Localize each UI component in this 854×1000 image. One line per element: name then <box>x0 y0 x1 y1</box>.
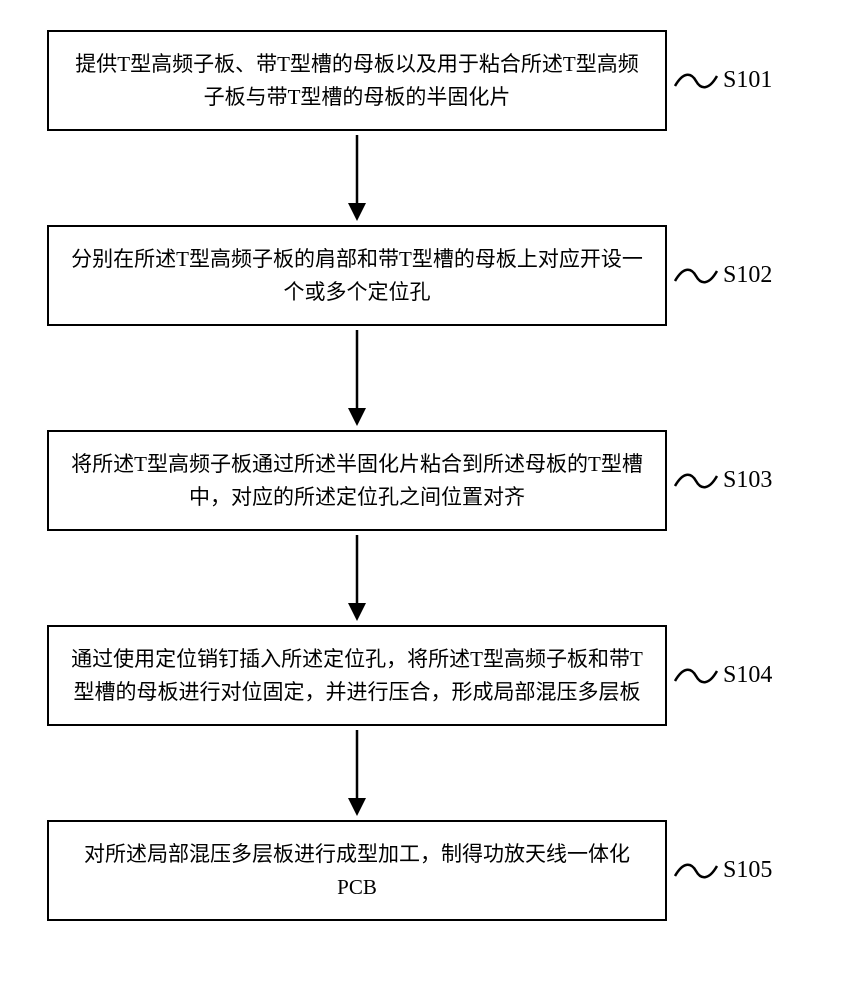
step-label-wrap: S102 <box>673 262 807 289</box>
step-label: S101 <box>723 67 772 94</box>
tilde-icon <box>673 470 719 492</box>
arrow-icon <box>346 330 368 426</box>
step-label: S105 <box>723 857 772 884</box>
flowchart: 提供T型高频子板、带T型槽的母板以及用于粘合所述T型高频子板与带T型槽的母板的半… <box>47 30 807 921</box>
step-label-wrap: S103 <box>673 467 807 494</box>
step-row: 通过使用定位销钉插入所述定位孔，将所述T型高频子板和带T型槽的母板进行对位固定，… <box>47 625 807 726</box>
step-label-wrap: S104 <box>673 662 807 689</box>
tilde-icon <box>673 70 719 92</box>
step-box-s104: 通过使用定位销钉插入所述定位孔，将所述T型高频子板和带T型槽的母板进行对位固定，… <box>47 625 667 726</box>
step-row: 分别在所述T型高频子板的肩部和带T型槽的母板上对应开设一个或多个定位孔 S102 <box>47 225 807 326</box>
step-label-wrap: S101 <box>673 67 807 94</box>
step-row: 对所述局部混压多层板进行成型加工，制得功放天线一体化PCB S105 <box>47 820 807 921</box>
tilde-icon <box>673 860 719 882</box>
tilde-icon <box>673 665 719 687</box>
step-box-s101: 提供T型高频子板、带T型槽的母板以及用于粘合所述T型高频子板与带T型槽的母板的半… <box>47 30 667 131</box>
arrow-icon <box>346 730 368 816</box>
step-row: 提供T型高频子板、带T型槽的母板以及用于粘合所述T型高频子板与带T型槽的母板的半… <box>47 30 807 131</box>
arrow-icon <box>346 535 368 621</box>
arrow-icon <box>346 135 368 221</box>
step-row: 将所述T型高频子板通过所述半固化片粘合到所述母板的T型槽中，对应的所述定位孔之间… <box>47 430 807 531</box>
step-box-s102: 分别在所述T型高频子板的肩部和带T型槽的母板上对应开设一个或多个定位孔 <box>47 225 667 326</box>
step-box-s103: 将所述T型高频子板通过所述半固化片粘合到所述母板的T型槽中，对应的所述定位孔之间… <box>47 430 667 531</box>
step-label-wrap: S105 <box>673 857 807 884</box>
step-label: S103 <box>723 467 772 494</box>
step-label: S104 <box>723 662 772 689</box>
tilde-icon <box>673 265 719 287</box>
step-box-s105: 对所述局部混压多层板进行成型加工，制得功放天线一体化PCB <box>47 820 667 921</box>
step-label: S102 <box>723 262 772 289</box>
